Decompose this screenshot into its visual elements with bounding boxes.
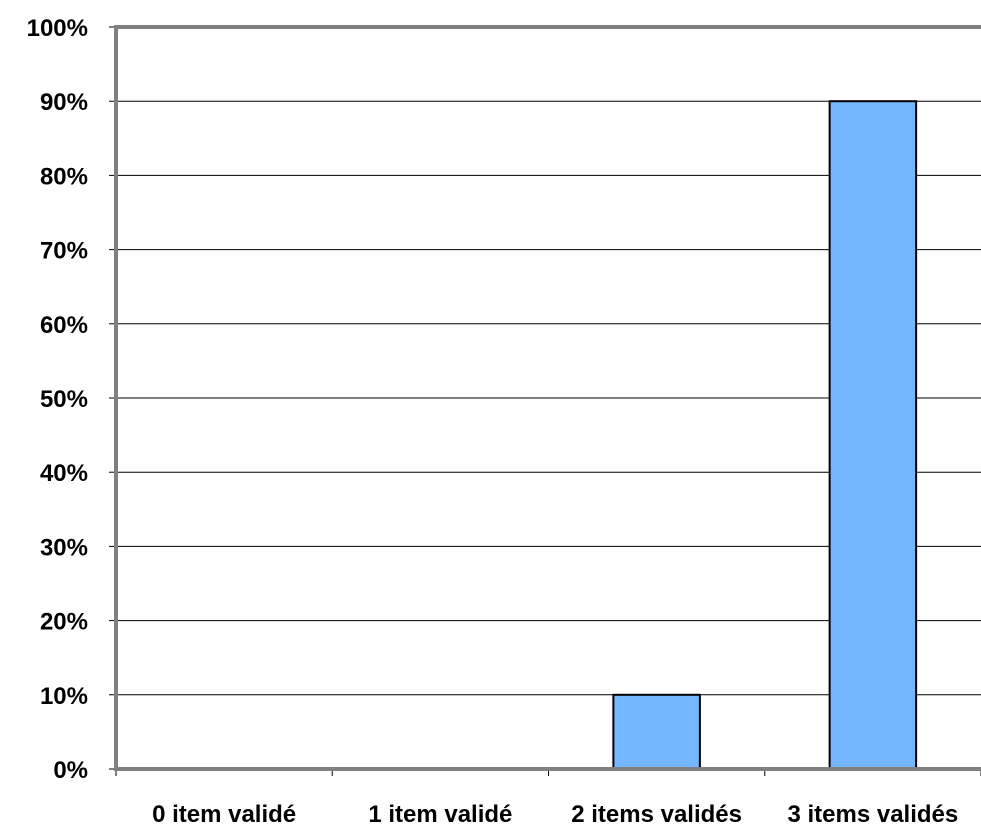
y-tick-label: 20% xyxy=(40,609,88,636)
y-tick-label: 10% xyxy=(40,683,88,710)
y-tick-label: 60% xyxy=(40,312,88,339)
y-tick-label: 100% xyxy=(27,15,88,42)
y-tick-label: 80% xyxy=(40,163,88,190)
bar-3 xyxy=(828,100,918,770)
y-tick-label: 50% xyxy=(40,386,88,413)
x-category-labels: 0 item validé 1 item validé 2 items validé… xyxy=(152,801,958,828)
bars xyxy=(612,100,918,770)
y-tick-labels: 0% 10% 20% 30% 40% 50% 60% 70% 80% 90% 100% xyxy=(27,15,88,784)
bar-2 xyxy=(612,693,701,770)
y-tick-label: 70% xyxy=(40,238,88,265)
y-tick-label: 90% xyxy=(40,89,88,116)
x-category-label: 0 item validé xyxy=(152,801,296,828)
x-category-label: 1 item validé xyxy=(368,801,512,828)
gridlines xyxy=(116,100,981,696)
y-tick-label: 0% xyxy=(53,757,88,784)
axes xyxy=(109,25,981,776)
x-category-label: 3 items validés xyxy=(787,801,958,828)
x-category-label: 2 items validés xyxy=(571,801,742,828)
y-tick-label: 40% xyxy=(40,460,88,487)
y-tick-label: 30% xyxy=(40,534,88,561)
